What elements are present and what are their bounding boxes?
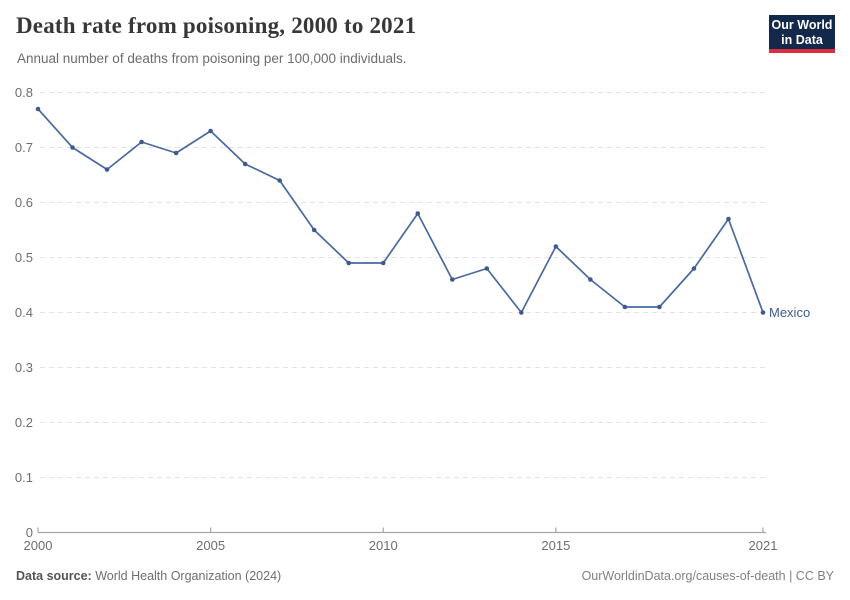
y-tick-label: 0.2 bbox=[14, 415, 33, 430]
data-point[interactable] bbox=[622, 304, 628, 310]
chart-subtitle: Annual number of deaths from poisoning p… bbox=[17, 51, 407, 66]
owid-logo-line1: Our World bbox=[771, 18, 833, 32]
data-point[interactable] bbox=[726, 216, 731, 222]
data-point[interactable] bbox=[415, 211, 421, 216]
data-source-label: Data source: bbox=[16, 569, 92, 583]
data-point[interactable] bbox=[277, 178, 282, 183]
chart-footer: Data source: World Health Organization (… bbox=[16, 569, 834, 583]
data-point[interactable] bbox=[588, 277, 593, 282]
owid-logo-line2: in Data bbox=[781, 32, 823, 47]
data-point[interactable] bbox=[346, 260, 352, 266]
data-point[interactable] bbox=[70, 145, 75, 150]
data-source-value: World Health Organization (2024) bbox=[91, 569, 282, 583]
x-tick-label: 2021 bbox=[748, 538, 778, 553]
y-tick-label: 0.7 bbox=[14, 140, 33, 155]
footer-credit-link[interactable]: OurWorldinData.org/causes-of-death | CC … bbox=[581, 569, 834, 583]
y-tick-label: 0.4 bbox=[14, 305, 33, 320]
x-tick-label: 2005 bbox=[196, 538, 226, 553]
series-label-mexico[interactable]: Mexico bbox=[769, 304, 811, 320]
data-point[interactable] bbox=[657, 304, 662, 310]
line-series-mexico[interactable] bbox=[37, 108, 764, 314]
chart-title: Death rate from poisoning, 2000 to 2021 bbox=[16, 13, 417, 38]
x-tick-label: 2015 bbox=[541, 538, 571, 553]
data-point[interactable] bbox=[484, 266, 490, 271]
x-tick-label: 2010 bbox=[368, 538, 398, 553]
data-point[interactable] bbox=[449, 277, 455, 282]
y-tick-label: 0.1 bbox=[14, 470, 33, 485]
data-point[interactable] bbox=[139, 139, 144, 145]
y-tick-label: 0.8 bbox=[14, 85, 33, 100]
data-point[interactable] bbox=[691, 266, 697, 271]
data-source-note: Data source: World Health Organization (… bbox=[16, 569, 281, 583]
data-point[interactable] bbox=[760, 310, 766, 315]
data-point[interactable] bbox=[519, 310, 524, 315]
y-tick-label: 0 bbox=[25, 525, 33, 540]
data-point[interactable] bbox=[311, 227, 317, 233]
data-point[interactable] bbox=[242, 161, 248, 167]
y-tick-label: 0.5 bbox=[14, 250, 33, 265]
y-tick-label: 0.3 bbox=[14, 360, 33, 375]
data-point[interactable] bbox=[380, 260, 386, 266]
data-point[interactable] bbox=[208, 128, 213, 134]
data-point[interactable] bbox=[35, 106, 41, 112]
y-tick-label: 0.6 bbox=[14, 195, 33, 210]
data-point[interactable] bbox=[553, 244, 559, 249]
data-point[interactable] bbox=[104, 167, 110, 172]
owid-logo[interactable]: Our World in Data bbox=[769, 15, 835, 53]
x-tick-label: 2000 bbox=[23, 538, 53, 553]
data-point[interactable] bbox=[173, 150, 179, 156]
